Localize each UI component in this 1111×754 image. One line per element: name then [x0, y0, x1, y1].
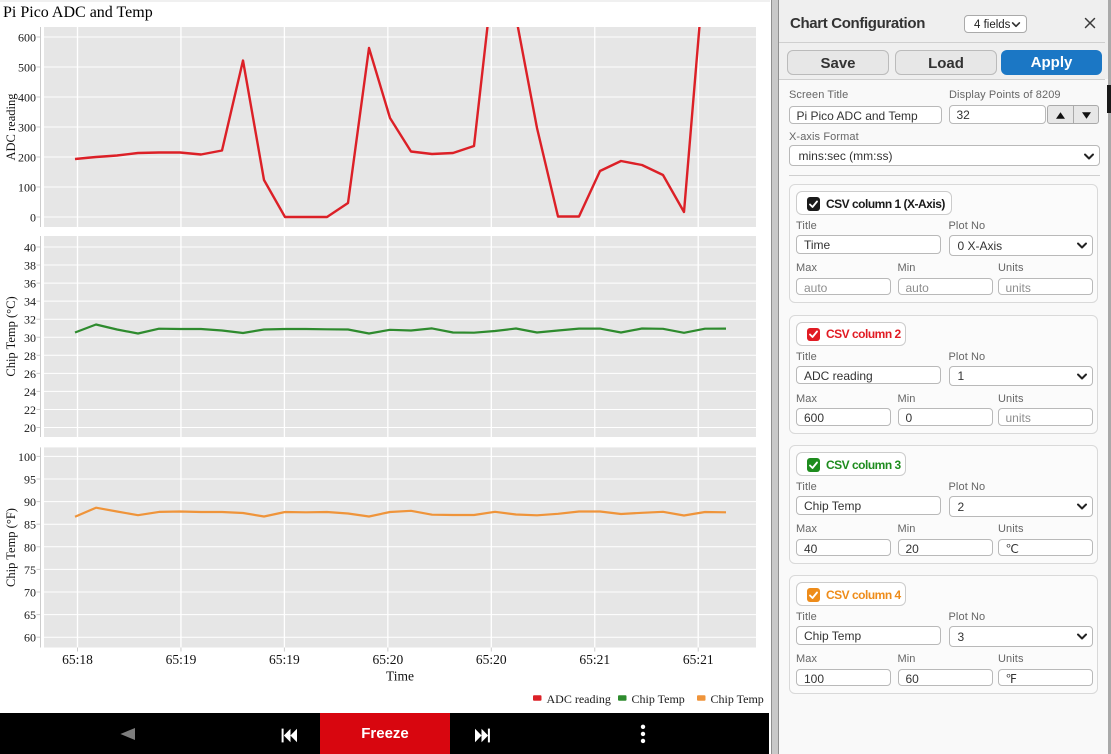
svg-text:34: 34	[24, 295, 36, 309]
svg-text:Chip Temp: Chip Temp	[711, 692, 764, 706]
svg-text:65:20: 65:20	[476, 652, 507, 667]
svg-text:0: 0	[30, 211, 36, 225]
svg-text:500: 500	[18, 61, 36, 75]
svg-text:100: 100	[18, 450, 36, 464]
svg-text:20: 20	[24, 421, 36, 435]
svg-text:65:21: 65:21	[683, 652, 714, 667]
svg-text:30: 30	[24, 331, 36, 345]
svg-text:38: 38	[24, 259, 36, 273]
svg-text:100: 100	[18, 181, 36, 195]
svg-text:32: 32	[24, 313, 36, 327]
svg-text:Chip Temp (°C): Chip Temp (°C)	[4, 296, 18, 376]
svg-text:Time: Time	[386, 669, 414, 684]
svg-text:90: 90	[24, 495, 36, 509]
svg-text:65:18: 65:18	[62, 652, 93, 667]
svg-text:28: 28	[24, 349, 36, 363]
svg-text:65:19: 65:19	[166, 652, 197, 667]
svg-text:600: 600	[18, 31, 36, 45]
svg-text:40: 40	[24, 241, 36, 255]
svg-text:26: 26	[24, 367, 36, 381]
svg-text:65: 65	[24, 608, 36, 622]
svg-text:85: 85	[24, 518, 36, 532]
svg-text:200: 200	[18, 151, 36, 165]
svg-text:65:21: 65:21	[579, 652, 610, 667]
svg-text:22: 22	[24, 403, 36, 417]
svg-text:Chip Temp (°F): Chip Temp (°F)	[4, 508, 18, 587]
svg-text:95: 95	[24, 473, 36, 487]
svg-text:400: 400	[18, 91, 36, 105]
svg-text:24: 24	[24, 385, 36, 399]
svg-text:70: 70	[24, 586, 36, 600]
svg-text:60: 60	[24, 631, 36, 645]
svg-text:80: 80	[24, 540, 36, 554]
svg-text:Pi Pico ADC and Temp: Pi Pico ADC and Temp	[3, 4, 153, 21]
svg-text:36: 36	[24, 277, 36, 291]
svg-text:ADC reading: ADC reading	[4, 93, 18, 161]
svg-text:Chip Temp: Chip Temp	[632, 692, 685, 706]
svg-text:65:20: 65:20	[372, 652, 403, 667]
svg-text:300: 300	[18, 121, 36, 135]
svg-text:75: 75	[24, 563, 36, 577]
svg-text:ADC reading: ADC reading	[547, 692, 611, 706]
svg-text:65:19: 65:19	[269, 652, 300, 667]
